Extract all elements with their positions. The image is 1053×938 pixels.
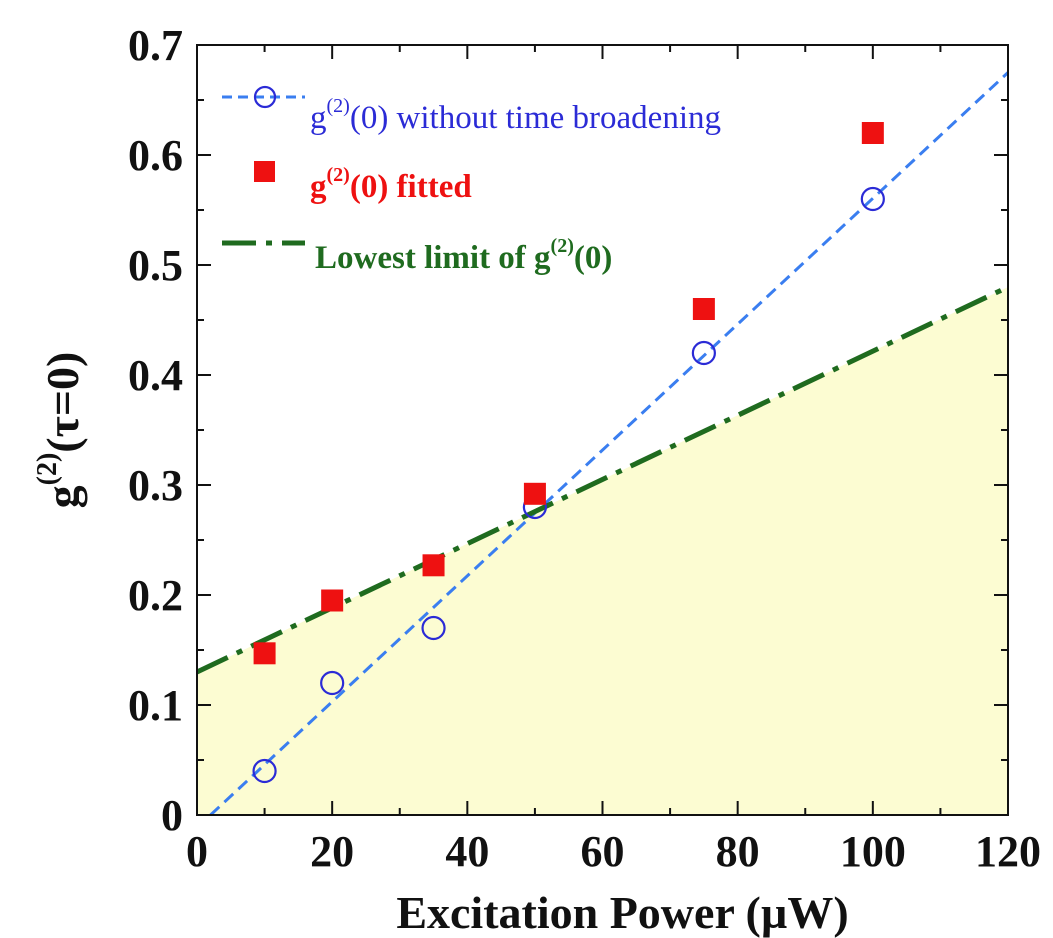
legend-label-lowest-limit-rest: (0) <box>574 240 612 276</box>
legend-label-lowest-limit: Lowest limit of g(2)(0) <box>315 235 612 276</box>
y-tick-label: 0 <box>161 791 183 840</box>
x-tick-label: 60 <box>581 827 625 876</box>
point-filled-square <box>692 298 715 320</box>
legend-label-lowest-limit-main: Lowest limit of g <box>315 240 551 276</box>
y-axis-title-rest: (τ=0) <box>37 352 88 453</box>
point-open-circle <box>691 340 716 366</box>
point-open-circle <box>320 670 345 696</box>
point-open-circle <box>860 186 885 212</box>
shaded-region-layer <box>197 287 1008 815</box>
y-tick-label: 0.7 <box>128 21 183 70</box>
x-tick-label: 0 <box>186 827 208 876</box>
point-open-circle <box>421 615 446 641</box>
y-tick-label: 0.6 <box>128 131 183 180</box>
y-axis-title-group: g(2)(τ=0) <box>32 352 88 509</box>
legend-label-fitted-sup: (2) <box>327 164 350 186</box>
x-tick-label: 100 <box>840 827 906 876</box>
x-tick-label: 80 <box>716 827 760 876</box>
legend-label-without-broadening: g(2)(0) without time broadening <box>310 95 721 136</box>
point-filled-square <box>321 589 344 612</box>
y-tick-label: 0.4 <box>128 351 183 400</box>
legend-label-without-broadening-sup: (2) <box>327 95 350 117</box>
point-filled-square <box>523 482 546 505</box>
point-filled-square <box>422 554 445 577</box>
legend-label-fitted-main: g <box>310 169 327 205</box>
point-filled-square <box>253 642 276 665</box>
legend-label-without-broadening-rest: (0) without time broadening <box>350 100 721 136</box>
y-tick-label: 0.2 <box>128 571 183 620</box>
legend-label-fitted: g(2)(0) fitted <box>310 164 472 205</box>
y-tick-label: 0.3 <box>128 461 183 510</box>
x-axis-title: Excitation Power (µW) <box>396 887 848 938</box>
y-tick-label: 0.5 <box>128 241 183 290</box>
point-filled-square <box>861 122 884 144</box>
legend-marker-open-circle <box>253 85 277 109</box>
x-tick-label: 40 <box>445 827 489 876</box>
tick-labels-layer: 0 20 40 60 80 100 120 0 0.1 0.2 0.3 0.4 0.5 0.6 0.7 <box>128 21 1041 876</box>
y-tick-label: 0.1 <box>128 681 183 730</box>
x-tick-label: 20 <box>310 827 354 876</box>
shaded-region <box>197 287 1008 815</box>
legend-label-lowest-limit-sup: (2) <box>551 235 574 257</box>
legend-label-without-broadening-main: g <box>310 100 327 136</box>
fit-line-dashed <box>209 71 1010 817</box>
axis-titles-layer: Excitation Power (µW) g(2)(τ=0) <box>32 352 849 938</box>
plot-frame-layer <box>196 44 1009 816</box>
legend-label-fitted-rest: (0) fitted <box>350 169 472 205</box>
point-open-circle <box>252 758 277 784</box>
y-axis-title: g(2)(τ=0) <box>32 352 88 509</box>
data-markers-layer <box>252 122 885 784</box>
legend-marker-filled-square <box>254 161 275 182</box>
y-axis-title-sup: (2) <box>32 453 63 486</box>
y-axis-title-main: g <box>37 485 88 508</box>
x-tick-label: 120 <box>975 827 1041 876</box>
